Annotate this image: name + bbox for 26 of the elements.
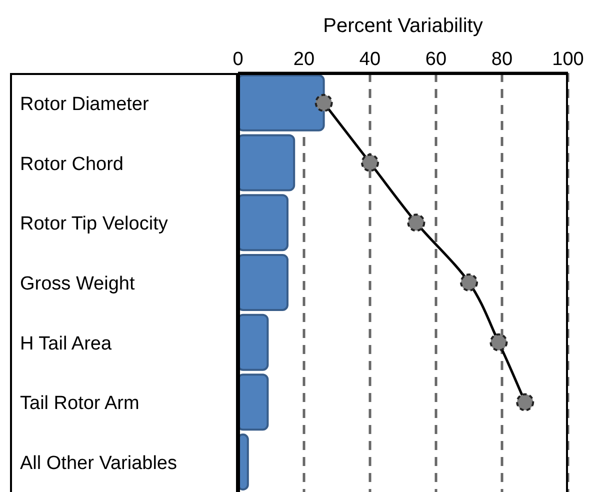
y-tick-label: H Tail Area [20, 333, 112, 354]
bar [238, 74, 325, 132]
x-tick-label: 40 [359, 49, 381, 70]
point [407, 214, 426, 232]
point [460, 274, 478, 292]
bar [238, 254, 288, 311]
point [361, 154, 379, 172]
y-tick-label: Rotor Diameter [20, 94, 150, 115]
point [516, 393, 534, 412]
x-tick-label: 0 [232, 49, 244, 70]
y-tick-label: Tail Rotor Arm [20, 393, 140, 414]
bar [238, 194, 288, 252]
x-tick-label: 60 [425, 49, 447, 70]
y-tick-label: Gross Weight [20, 274, 136, 294]
bar [238, 314, 269, 371]
x-tick-label: 80 [491, 49, 513, 70]
x-axis-title: Percent Variability [323, 15, 483, 38]
y-tick-label: All Other Variables [20, 453, 177, 474]
bar [238, 374, 269, 431]
x-tick-label: 100 [552, 49, 584, 70]
x-tick-label: 20 [293, 49, 315, 70]
y-tick-label: Rotor Chord [20, 154, 124, 175]
bar [238, 134, 296, 192]
point [314, 94, 333, 112]
y-tick-label: Rotor Tip Velocity [20, 214, 168, 235]
point [490, 333, 508, 352]
